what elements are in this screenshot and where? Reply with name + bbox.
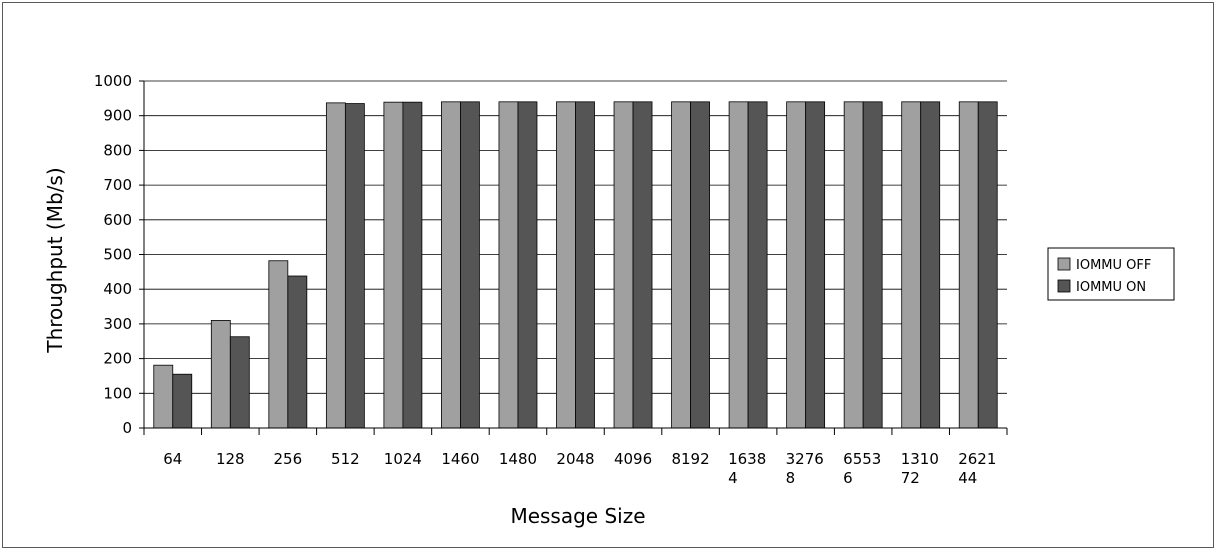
y-tick-label: 600	[103, 211, 132, 229]
bar-iommu-off-2048	[556, 101, 576, 429]
x-tick-label: 512	[331, 450, 360, 468]
x-tick-label: 1460	[441, 450, 479, 468]
bar-iommu-off-262144	[958, 101, 979, 429]
x-tick-label: 2621 44	[958, 450, 996, 487]
tick-labels: 0 100 200 300 400 500 600 700 800 900 1000 64 128 256…	[94, 72, 997, 487]
x-axis-title: Message Size	[510, 504, 645, 528]
y-tick-label: 300	[103, 315, 132, 333]
bar-iommu-off-1480	[498, 101, 519, 429]
bar-iommu-on-1480	[517, 101, 538, 429]
x-tick-label: 3276 8	[786, 450, 824, 487]
x-tick-label: 2048	[556, 450, 594, 468]
y-tick-label: 500	[103, 246, 132, 264]
bar-iommu-on-32768	[805, 101, 826, 429]
bar-iommu-on-8192	[690, 101, 710, 429]
x-tick-label: 128	[216, 450, 245, 468]
legend-label-iommu-on: IOMMU ON	[1076, 280, 1146, 295]
bar-iommu-off-32768	[786, 101, 807, 429]
bar-iommu-on-16384	[747, 101, 768, 429]
bar-iommu-off-256	[268, 260, 289, 429]
x-tick-label: 4096	[614, 450, 652, 468]
y-tick-label: 700	[103, 176, 132, 194]
y-tick-label: 200	[103, 350, 132, 368]
x-tick-label: 6553 6	[843, 450, 881, 487]
x-tick-label: 1310 72	[901, 450, 939, 487]
legend-swatch-iommu-off	[1057, 257, 1071, 271]
x-tick-label: 256	[274, 450, 303, 468]
x-tick-label: 1024	[384, 450, 422, 468]
y-tick-label: 400	[103, 280, 132, 298]
y-axis-title: Throughput (Mb/s)	[43, 167, 67, 353]
bar-iommu-off-512	[325, 102, 346, 429]
bar-iommu-on-65536	[862, 101, 883, 429]
y-tick-label: 1000	[94, 72, 132, 90]
y-tick-label: 0	[122, 419, 132, 437]
bar-iommu-off-4096	[613, 101, 634, 429]
axes	[139, 80, 1008, 435]
bar-iommu-on-1460	[460, 101, 480, 429]
bar-iommu-on-256	[287, 275, 308, 429]
bar-iommu-on-2048	[575, 101, 595, 429]
bar-iommu-off-128	[210, 320, 231, 429]
x-tick-label: 64	[163, 450, 182, 468]
y-tick-label: 100	[103, 384, 132, 402]
bar-iommu-on-131072	[920, 101, 941, 429]
bar-iommu-on-262144	[977, 101, 998, 429]
x-tick-label: 1638 4	[728, 450, 766, 487]
bar-iommu-off-16384	[728, 101, 749, 429]
legend-label-iommu-off: IOMMU OFF	[1076, 258, 1151, 273]
y-tick-label: 900	[103, 107, 132, 125]
bar-iommu-off-8192	[671, 101, 691, 429]
bar-iommu-on-1024	[402, 101, 423, 429]
bar-iommu-off-64	[153, 364, 174, 429]
legend-swatch-iommu-on	[1057, 279, 1071, 293]
bar-iommu-on-4096	[632, 101, 653, 429]
x-tick-label: 8192	[671, 450, 709, 468]
x-tick-label: 1480	[499, 450, 537, 468]
bars	[153, 101, 998, 429]
bar-iommu-off-1024	[383, 101, 404, 429]
bar-iommu-on-128	[229, 336, 250, 429]
bar-iommu-off-65536	[843, 101, 864, 429]
bar-iommu-off-131072	[901, 101, 922, 429]
bar-iommu-on-64	[172, 373, 193, 429]
bar-iommu-off-1460	[441, 101, 461, 429]
legend: IOMMU OFF IOMMU ON	[1047, 247, 1175, 301]
y-tick-label: 800	[103, 141, 132, 159]
bar-iommu-on-512	[344, 103, 365, 429]
